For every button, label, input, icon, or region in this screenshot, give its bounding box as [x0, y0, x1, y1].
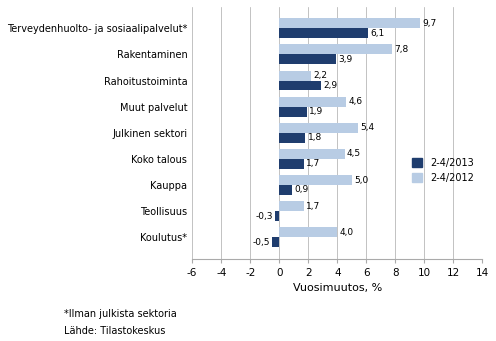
Text: Lähde: Tilastokeskus: Lähde: Tilastokeskus [64, 326, 166, 336]
Text: 0,9: 0,9 [295, 186, 309, 194]
Bar [279, 80, 321, 90]
Text: 4,5: 4,5 [347, 149, 361, 159]
Text: 2,2: 2,2 [313, 71, 327, 80]
Bar [279, 185, 292, 195]
Text: 5,4: 5,4 [360, 123, 374, 132]
Bar [279, 97, 346, 107]
Text: 4,0: 4,0 [339, 228, 354, 237]
Text: 2,9: 2,9 [323, 81, 338, 90]
Text: 9,7: 9,7 [422, 19, 436, 28]
Bar [279, 123, 358, 133]
Bar [279, 55, 336, 64]
Text: 3,9: 3,9 [338, 55, 352, 64]
Bar [279, 175, 352, 185]
Text: 1,7: 1,7 [306, 202, 320, 211]
Bar [279, 44, 392, 55]
Legend: 2-4/2013, 2-4/2012: 2-4/2013, 2-4/2012 [408, 154, 478, 187]
X-axis label: Vuosimuutos, %: Vuosimuutos, % [293, 283, 382, 293]
Text: 1,9: 1,9 [309, 107, 323, 116]
Bar [279, 28, 368, 38]
Bar [279, 159, 304, 169]
Text: -0,3: -0,3 [255, 211, 273, 221]
Bar [279, 71, 311, 80]
Bar [279, 18, 420, 28]
Text: 1,8: 1,8 [308, 133, 322, 142]
Text: 1,7: 1,7 [306, 159, 320, 168]
Text: -0,5: -0,5 [252, 238, 270, 247]
Bar [279, 201, 304, 211]
Bar [279, 227, 337, 237]
Bar [279, 149, 345, 159]
Bar [279, 107, 307, 117]
Text: 6,1: 6,1 [370, 29, 384, 38]
Bar [275, 211, 279, 221]
Text: *Ilman julkista sektoria: *Ilman julkista sektoria [64, 309, 177, 319]
Text: 5,0: 5,0 [354, 176, 368, 184]
Text: 7,8: 7,8 [395, 45, 409, 54]
Bar [279, 133, 306, 143]
Text: 4,6: 4,6 [348, 97, 362, 106]
Bar [272, 237, 279, 247]
